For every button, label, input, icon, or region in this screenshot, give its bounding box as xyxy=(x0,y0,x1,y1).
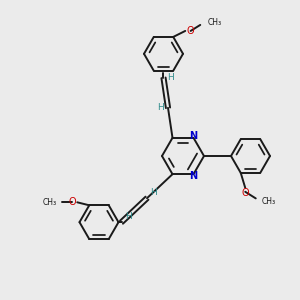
Text: O: O xyxy=(187,26,194,36)
Text: CH₃: CH₃ xyxy=(262,197,276,206)
Text: CH₃: CH₃ xyxy=(208,18,222,27)
Text: O: O xyxy=(242,188,249,198)
Text: H: H xyxy=(168,73,174,82)
Text: H: H xyxy=(150,188,157,197)
Text: CH₃: CH₃ xyxy=(42,198,56,207)
Text: N: N xyxy=(189,131,198,141)
Text: H: H xyxy=(125,212,131,221)
Text: O: O xyxy=(68,197,76,207)
Text: H: H xyxy=(157,103,164,112)
Text: N: N xyxy=(189,171,198,181)
